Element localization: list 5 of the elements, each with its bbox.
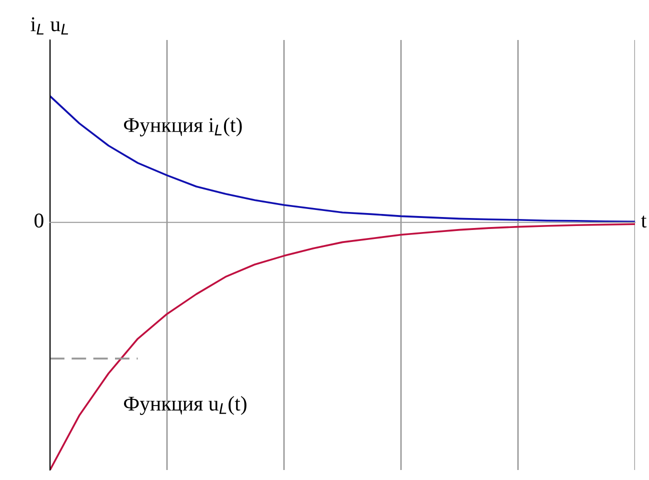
y-axis-title: i$_{L}$ u$_{L}$: [30, 17, 68, 35]
x-axis-title: t: [641, 216, 647, 228]
text: 0: [34, 214, 44, 228]
annotation: Функция i$_{L}$(t): [124, 117, 242, 136]
annotation: Функция u$_{L}$(t): [124, 396, 246, 415]
